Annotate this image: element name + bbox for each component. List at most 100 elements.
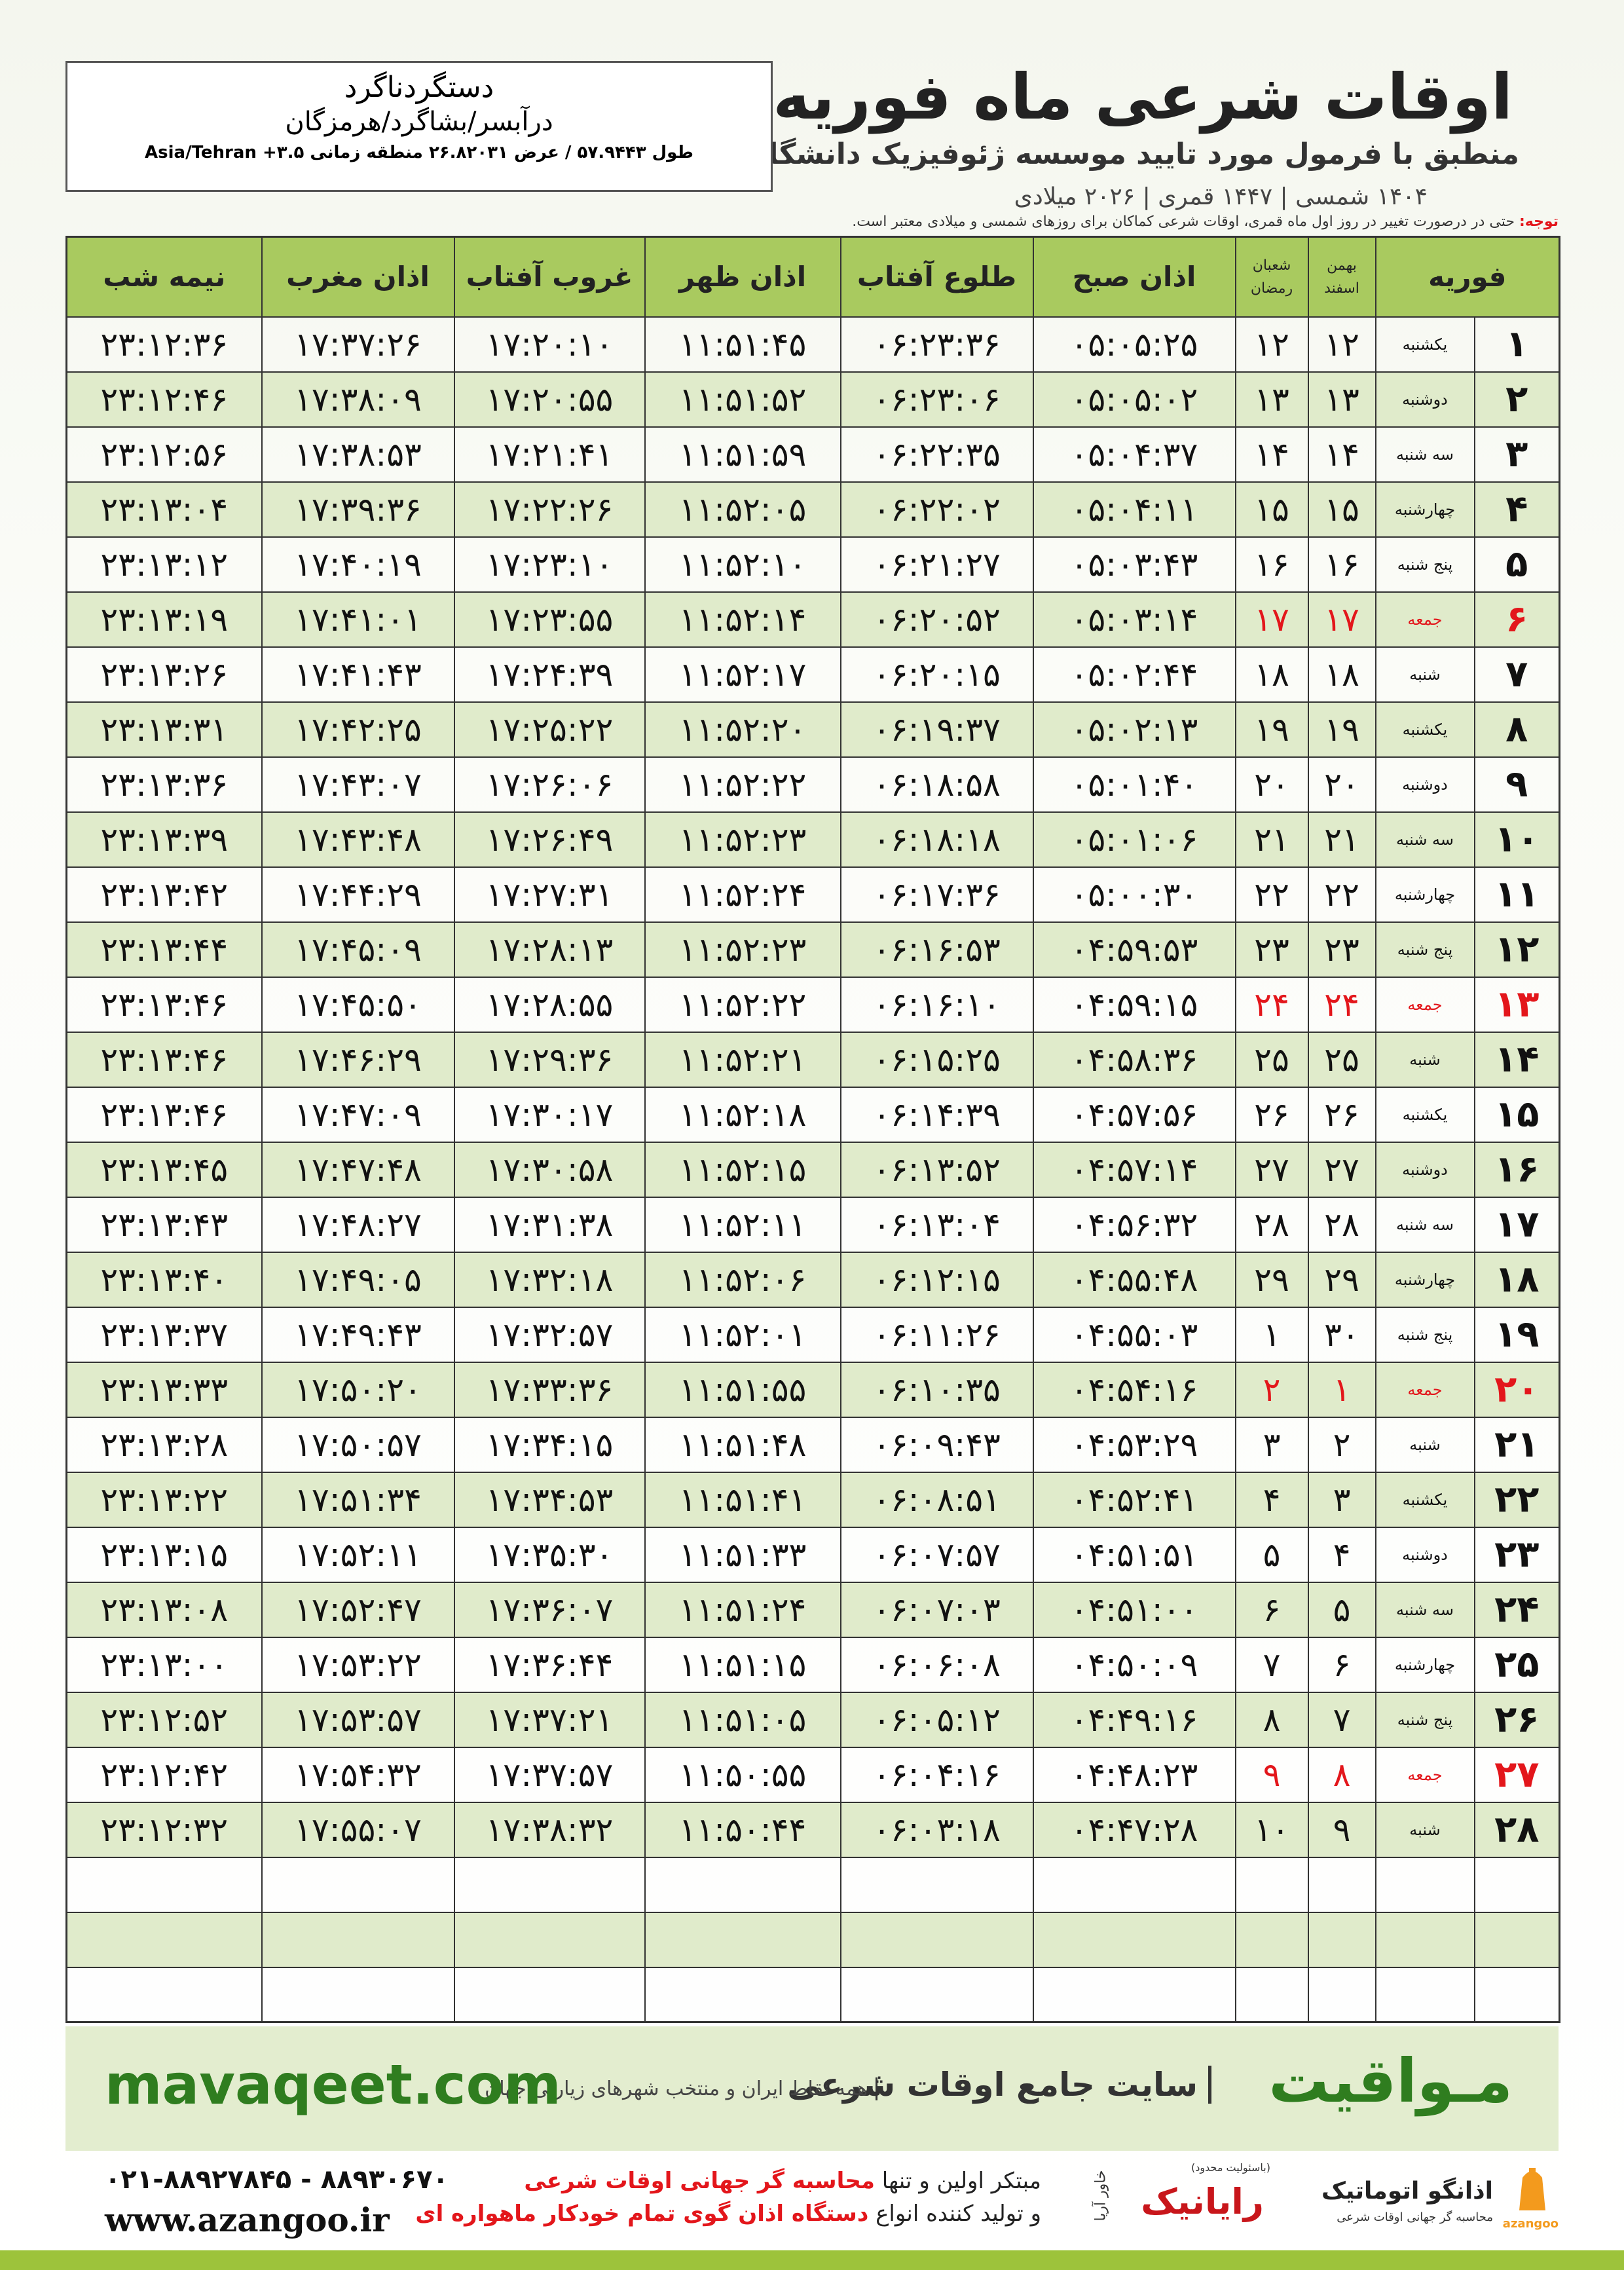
time: ۰۴:۴۹:۱۶ [1032, 1691, 1236, 1748]
time: ۲۳:۱۳:۰۰ [65, 1636, 263, 1693]
empty-cell [1307, 1966, 1376, 2023]
row: ۲۴ سه شنبه ۵ ۶ ۰۴:۵۱:۰۰ ۰۶:۰۷:۰۳ ۱۱:۵۱:۲۴ ۱۷:۳۶… [65, 1581, 1560, 1638]
time: ۱۷:۵۰:۵۷ [261, 1416, 455, 1473]
time: ۱۷:۳۶:۴۴ [453, 1636, 646, 1693]
time: ۱۷:۵۲:۴۷ [261, 1581, 455, 1638]
time: ۱۷:۴۷:۰۹ [261, 1086, 455, 1143]
day-number: ۴ [1473, 481, 1560, 538]
time: ۰۶:۲۰:۵۲ [840, 591, 1034, 648]
time: ۰۵:۰۴:۱۱ [1032, 481, 1236, 538]
weekday: دوشنبه [1375, 1141, 1475, 1198]
solar-day: ۱ [1307, 1361, 1376, 1418]
time: ۰۶:۱۹:۳۷ [840, 701, 1034, 758]
lunar-day: ۱۳ [1234, 371, 1309, 428]
lunar-day: ۲۶ [1234, 1086, 1309, 1143]
time: ۱۷:۲۵:۲۲ [453, 701, 646, 758]
time: ۰۶:۲۱:۲۷ [840, 536, 1034, 593]
day-number: ۲۳ [1473, 1526, 1560, 1583]
empty-cell [261, 1966, 455, 2023]
empty-cell [1473, 1911, 1560, 1968]
solar-month: بهمن [1327, 257, 1357, 274]
solar-day: ۱۷ [1307, 591, 1376, 648]
row: ۱۸ چهارشنبه ۲۹ ۲۹ ۰۴:۵۵:۴۸ ۰۶:۱۲:۱۵ ۱۱:۵۲:۰۶ ۱۷… [65, 1251, 1560, 1308]
time: ۲۳:۱۲:۴۶ [65, 371, 263, 428]
day-number: ۷ [1473, 646, 1560, 703]
time: ۰۴:۵۹:۱۵ [1032, 976, 1236, 1033]
day-number: ۱۲ [1473, 921, 1560, 978]
time: ۰۵:۰۳:۱۴ [1032, 591, 1236, 648]
weekday: شنبه [1375, 1801, 1475, 1858]
solar-day: ۳ [1307, 1471, 1376, 1528]
time: ۲۳:۱۳:۳۳ [65, 1361, 263, 1418]
note-text: حتی در درصورت تغییر در روز اول ماه قمری،… [852, 214, 1515, 230]
time: ۲۳:۱۳:۱۹ [65, 591, 263, 648]
time: ۱۷:۳۹:۳۶ [261, 481, 455, 538]
time: ۱۱:۵۲:۲۳ [644, 921, 841, 978]
day-number: ۶ [1473, 591, 1560, 648]
row: ۵ پنج شنبه ۱۶ ۱۶ ۰۵:۰۳:۴۳ ۰۶:۲۱:۲۷ ۱۱:۵۲:۱۰ ۱۷:… [65, 536, 1560, 593]
solar-day: ۱۹ [1307, 701, 1376, 758]
solar-day: ۴ [1307, 1526, 1376, 1583]
weekday: جمعه [1375, 1746, 1475, 1803]
weekday: چهارشنبه [1375, 866, 1475, 923]
weekday: شنبه [1375, 1031, 1475, 1088]
time: ۰۵:۰۳:۴۳ [1032, 536, 1236, 593]
time: ۱۷:۴۳:۰۷ [261, 756, 455, 813]
time: ۱۷:۲۰:۱۰ [453, 316, 646, 373]
lunar-day: ۲۴ [1234, 976, 1309, 1033]
solar-day: ۶ [1307, 1636, 1376, 1693]
time: ۰۵:۰۱:۰۶ [1032, 811, 1236, 868]
prayer-table: فوریه بهمن اسفند شعبان رمضان اذان صبح طلوع … [65, 236, 1561, 2023]
empty-cell [644, 1856, 841, 1913]
time: ۰۶:۱۱:۲۶ [840, 1306, 1034, 1363]
time: ۱۷:۴۳:۴۸ [261, 811, 455, 868]
day-number: ۵ [1473, 536, 1560, 593]
empty-cell [1375, 1966, 1475, 2023]
time: ۰۴:۵۵:۴۸ [1032, 1251, 1236, 1308]
lunar-day: ۲۷ [1234, 1141, 1309, 1198]
time: ۲۳:۱۳:۰۴ [65, 481, 263, 538]
time: ۱۷:۳۱:۳۸ [453, 1196, 646, 1253]
weekday: شنبه [1375, 646, 1475, 703]
empty-cell [1375, 1856, 1475, 1913]
time: ۰۴:۵۹:۵۳ [1032, 921, 1236, 978]
footer-line: و تولید کننده انواع دستگاه اذان گوی تمام… [415, 2201, 1041, 2227]
time: ۱۷:۳۸:۵۳ [261, 426, 455, 483]
lunar-day: ۸ [1234, 1691, 1309, 1748]
empty-cell [261, 1911, 455, 1968]
row: ۶ جمعه ۱۷ ۱۷ ۰۵:۰۳:۱۴ ۰۶:۲۰:۵۲ ۱۱:۵۲:۱۴ ۱۷:۲۳:۵… [65, 591, 1560, 648]
lunar-day: ۴ [1234, 1471, 1309, 1528]
time: ۲۳:۱۲:۳۲ [65, 1801, 263, 1858]
row: ۹ دوشنبه ۲۰ ۲۰ ۰۵:۰۱:۴۰ ۰۶:۱۸:۵۸ ۱۱:۵۲:۲۲ ۱۷:۲۶… [65, 756, 1560, 813]
location-box: دستگردناگرد درآبسر/بشاگرد/هرمزگان طول ۵۷… [65, 61, 773, 192]
time: ۱۷:۲۴:۳۹ [453, 646, 646, 703]
time: ۰۶:۰۴:۱۶ [840, 1746, 1034, 1803]
time: ۱۷:۳۶:۰۷ [453, 1581, 646, 1638]
solar-day: ۲۵ [1307, 1031, 1376, 1088]
empty-cell [1375, 1911, 1475, 1968]
empty-cell [1032, 1856, 1236, 1913]
solar-day: ۳۰ [1307, 1306, 1376, 1363]
time: ۰۴:۵۸:۳۶ [1032, 1031, 1236, 1088]
lunar-day: ۵ [1234, 1526, 1309, 1583]
phones: ۰۲۱-۸۸۹۲۷۸۴۵ - ۸۸۹۳۰۶۷۰ [105, 2165, 449, 2195]
time: ۱۱:۵۲:۰۶ [644, 1251, 841, 1308]
empty-cell [1032, 1911, 1236, 1968]
time: ۱۱:۵۲:۲۳ [644, 811, 841, 868]
time: ۰۴:۵۱:۵۱ [1032, 1526, 1236, 1583]
lunar-day: ۹ [1234, 1746, 1309, 1803]
time: ۲۳:۱۳:۲۶ [65, 646, 263, 703]
website: www.azangoo.ir [105, 2201, 390, 2239]
highlight: محاسبه گر جهانی اوقات شرعی [524, 2168, 875, 2194]
row: ۲۷ جمعه ۸ ۹ ۰۴:۴۸:۲۳ ۰۶:۰۴:۱۶ ۱۱:۵۰:۵۵ ۱۷:۳۷:۵۷… [65, 1746, 1560, 1803]
time: ۱۱:۵۱:۵۹ [644, 426, 841, 483]
solar-day: ۱۶ [1307, 536, 1376, 593]
row: ۱۵ یکشنبه ۲۶ ۲۶ ۰۴:۵۷:۵۶ ۰۶:۱۴:۳۹ ۱۱:۵۲:۱۸ ۱۷:۳… [65, 1086, 1560, 1143]
day-number: ۲۴ [1473, 1581, 1560, 1638]
row: ۳ سه شنبه ۱۴ ۱۴ ۰۵:۰۴:۳۷ ۰۶:۲۲:۳۵ ۱۱:۵۱:۵۹ ۱۷:۲… [65, 426, 1560, 483]
time: ۱۱:۵۰:۴۴ [644, 1801, 841, 1858]
day-number: ۱۴ [1473, 1031, 1560, 1088]
empty-cell [1307, 1911, 1376, 1968]
solar-day: ۱۲ [1307, 316, 1376, 373]
day-number: ۲ [1473, 371, 1560, 428]
